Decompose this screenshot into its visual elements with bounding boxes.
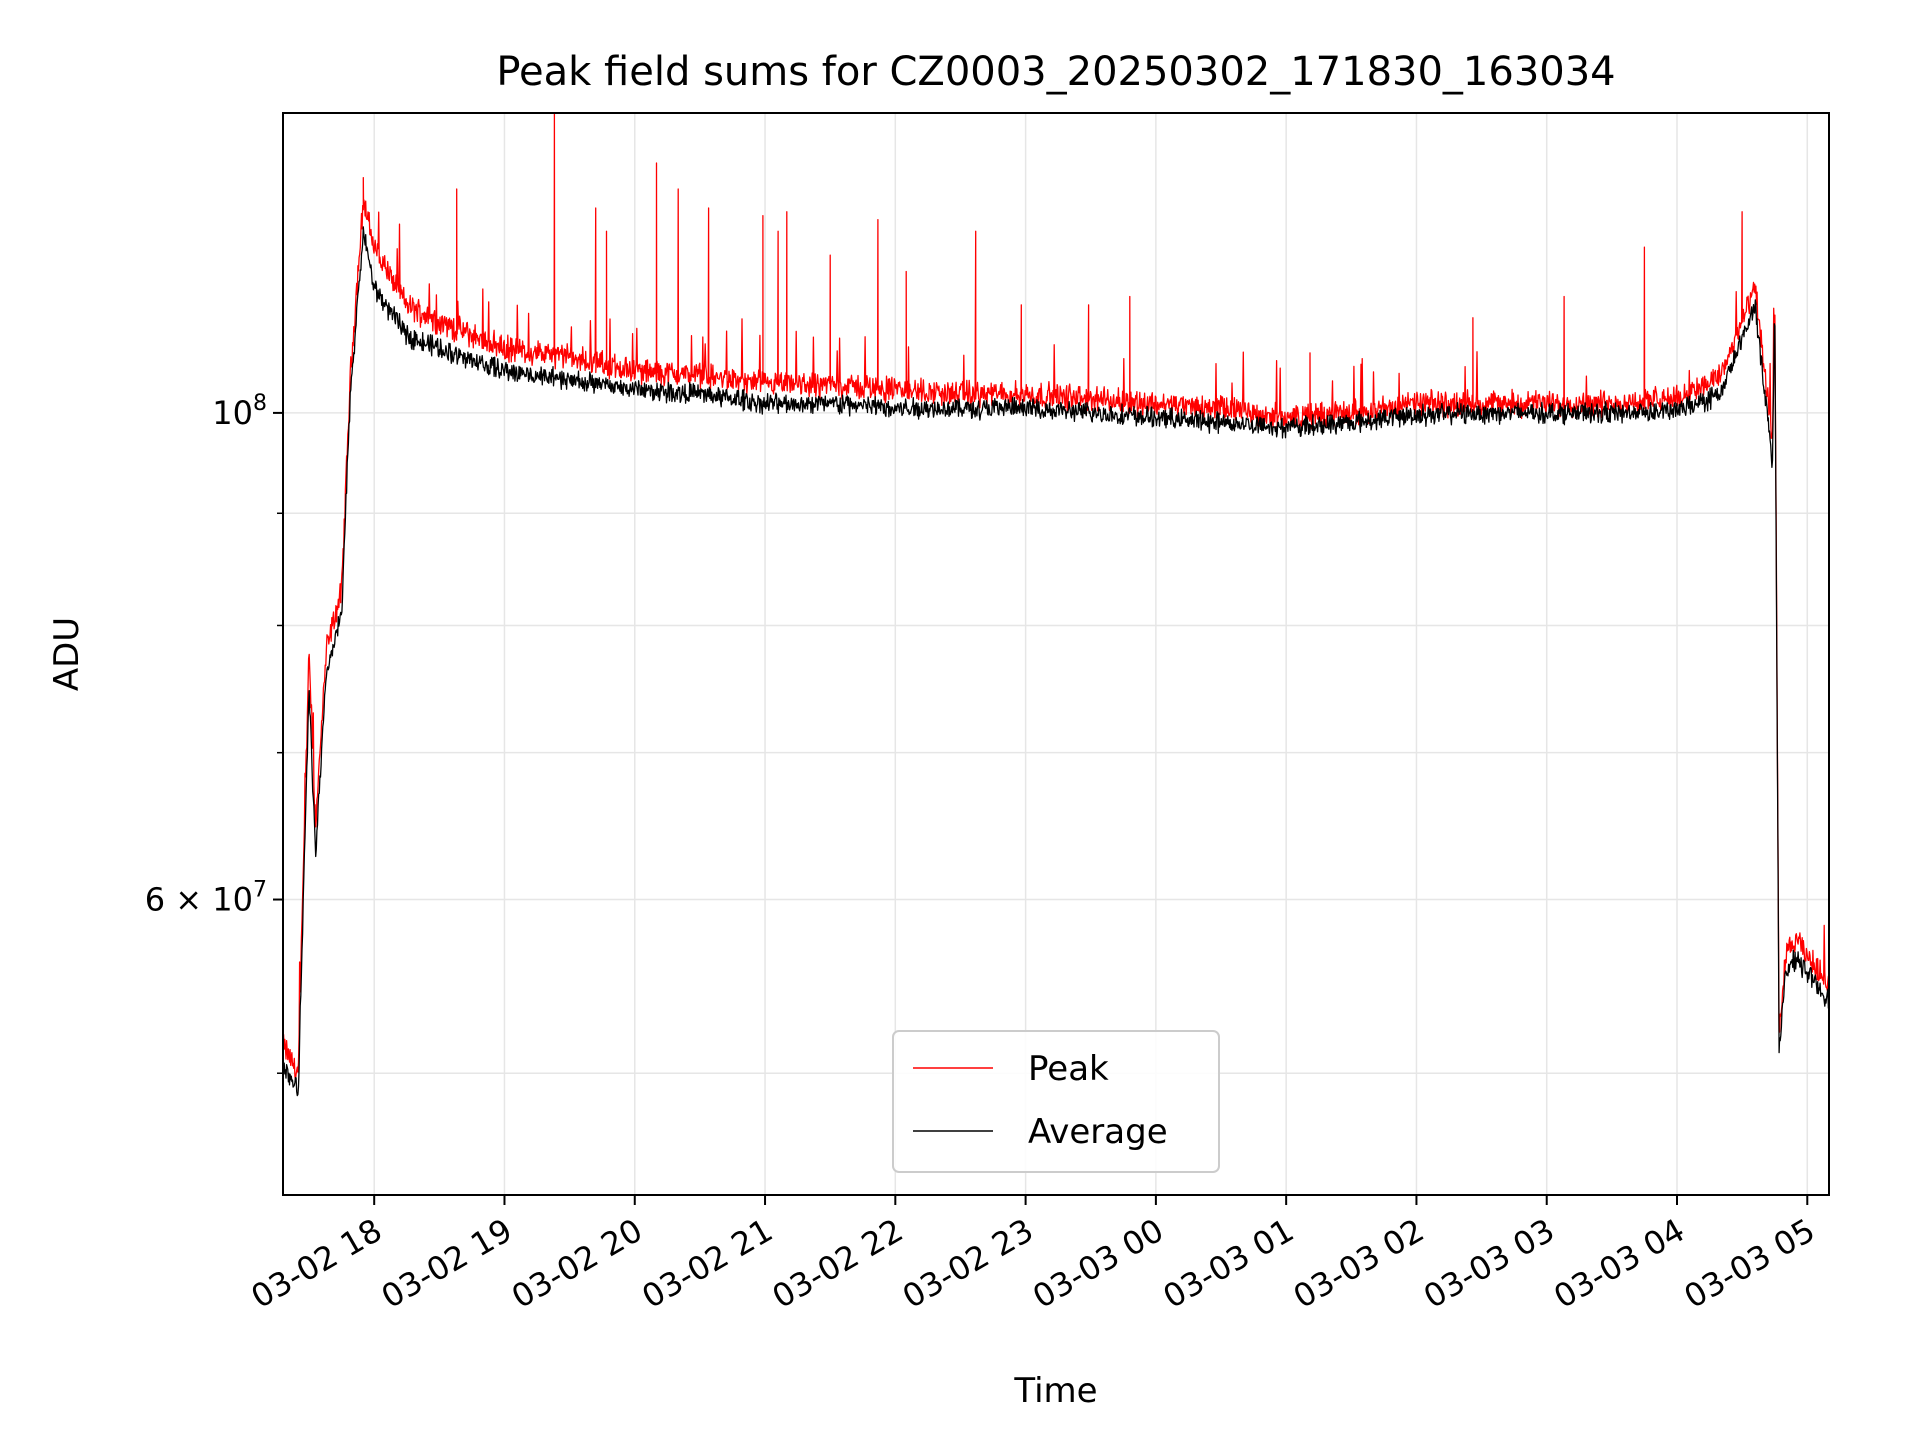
legend-label-average: Average: [1028, 1112, 1168, 1152]
y-tick-label: 108: [212, 391, 267, 432]
legend-label-peak: Peak: [1028, 1049, 1109, 1089]
plot-frame: [282, 112, 1830, 1196]
legend-box: [892, 1030, 1220, 1173]
legend: Peak Average: [892, 1030, 1220, 1173]
series-line-peak: [283, 113, 1829, 1081]
y-axis: 108 6 × 107: [145, 391, 283, 1074]
y-tick-label: 6 × 107: [145, 878, 267, 919]
chart-title: Peak field sums for CZ0003_20250302_1718…: [496, 49, 1615, 95]
series-line-average: [283, 226, 1829, 1097]
x-axis-label: Time: [1013, 1371, 1097, 1411]
y-axis-label: ADU: [47, 617, 87, 691]
series-group: [283, 113, 1829, 1097]
